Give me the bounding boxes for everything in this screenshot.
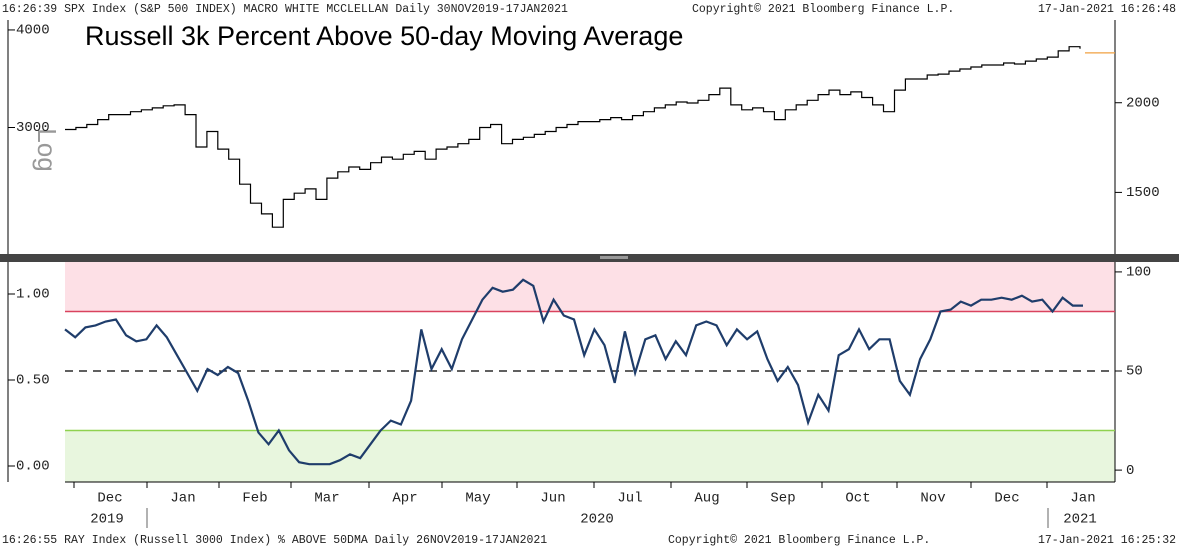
x-tick-label: Mar <box>314 491 339 507</box>
y2-tick-label: 50 <box>1126 364 1143 380</box>
y2-tick-label: 1500 <box>1126 185 1160 201</box>
series-line <box>64 278 1083 466</box>
year-label: 2020 <box>580 512 614 528</box>
y2-tick-label: 2000 <box>1126 95 1160 111</box>
chart-title: Russell 3k Percent Above 50-day Moving A… <box>85 21 683 51</box>
x-tick-label: Oct <box>845 491 870 507</box>
y2-tick-label: 0 <box>1126 463 1134 479</box>
y-tick-label: 0.50 <box>16 373 50 389</box>
upper-band <box>65 262 1115 312</box>
header: 16:26:55 RAY Index (Russell 3000 Index) … <box>2 534 547 547</box>
series-line <box>65 46 1081 228</box>
x-tick-label: Sep <box>770 491 795 507</box>
x-tick-label: Nov <box>920 491 945 507</box>
y-tick-label: 3000 <box>16 120 50 136</box>
y2-tick-label: 100 <box>1126 265 1151 281</box>
x-tick-label: Jun <box>540 491 565 507</box>
y-tick-label: 0.00 <box>16 459 50 475</box>
x-tick-label: Jan <box>170 491 195 507</box>
x-tick-label: Jan <box>1070 491 1095 507</box>
x-tick-label: Apr <box>392 491 417 507</box>
x-tick-label: Aug <box>694 491 719 507</box>
x-tick-label: May <box>465 491 490 507</box>
lower-band <box>65 430 1115 482</box>
panel-separator <box>0 254 1179 262</box>
splitter-handle <box>600 256 628 259</box>
year-label: 2019 <box>90 512 124 528</box>
copyright: Copyright© 2021 Bloomberg Finance L.P. <box>668 534 930 547</box>
copyright: Copyright© 2021 Bloomberg Finance L.P. <box>692 3 954 16</box>
y-tick-label: 4000 <box>16 23 50 39</box>
timestamp: 17-Jan-2021 16:25:32 <box>1038 534 1176 547</box>
y-tick-label: 1.00 <box>16 287 50 303</box>
x-tick-label: Dec <box>97 491 122 507</box>
y-axis-label: Log <box>32 128 62 171</box>
x-tick-label: Dec <box>994 491 1019 507</box>
timestamp: 17-Jan-2021 16:26:48 <box>1038 3 1176 16</box>
year-label: 2021 <box>1063 512 1097 528</box>
x-tick-label: Jul <box>617 491 642 507</box>
x-tick-label: Feb <box>242 491 267 507</box>
header: 16:26:39 SPX Index (S&P 500 INDEX) MACRO… <box>2 3 568 16</box>
